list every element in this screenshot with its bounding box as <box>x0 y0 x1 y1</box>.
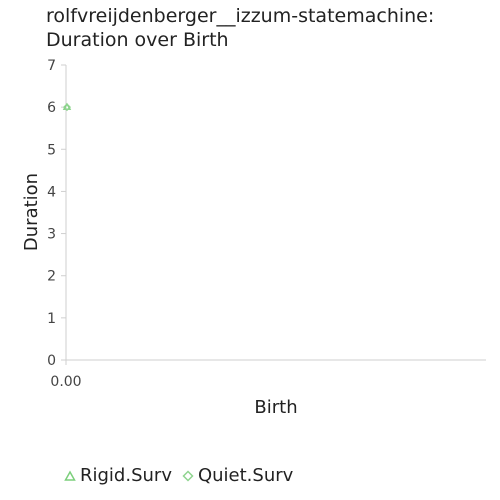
axes: 0 1 2 3 4 5 6 7 0.00 <box>47 58 486 390</box>
y-tick-label-6: 6 <box>47 100 56 116</box>
legend-item-quiet-surv: Quiet.Surv <box>182 465 293 486</box>
diamond-marker-icon <box>182 469 194 482</box>
y-tick-label-3: 3 <box>47 227 56 243</box>
legend: Rigid.Surv Quiet.Surv <box>64 465 293 486</box>
y-tick-label-7: 7 <box>47 58 56 74</box>
chart-title-line-2: Duration over Birth <box>46 29 229 51</box>
triangle-marker-icon <box>64 469 76 481</box>
legend-label-quiet-surv: Quiet.Surv <box>197 465 294 486</box>
y-tick-label-2: 2 <box>47 269 56 285</box>
data-point-rigid-surv-0 <box>62 102 72 110</box>
y-tick-label-5: 5 <box>47 142 56 158</box>
x-axis-title: Birth <box>254 397 297 418</box>
legend-label-rigid-surv: Rigid.Surv <box>80 465 172 486</box>
chart-title-line-1: rolfvreijdenberger__izzum-statemachine: <box>46 5 435 27</box>
y-axis-title: Duration <box>21 173 42 251</box>
data-marks <box>62 102 72 112</box>
y-tick-label-1: 1 <box>47 311 56 327</box>
y-tick-label-0: 0 <box>47 353 56 369</box>
y-tick-label-4: 4 <box>47 184 56 200</box>
x-tick-label-0: 0.00 <box>50 374 81 390</box>
data-point-quiet-surv-0 <box>63 103 71 112</box>
legend-item-rigid-surv: Rigid.Surv <box>64 465 172 486</box>
chart-title: rolfvreijdenberger__izzum-statemachine: … <box>46 4 496 52</box>
